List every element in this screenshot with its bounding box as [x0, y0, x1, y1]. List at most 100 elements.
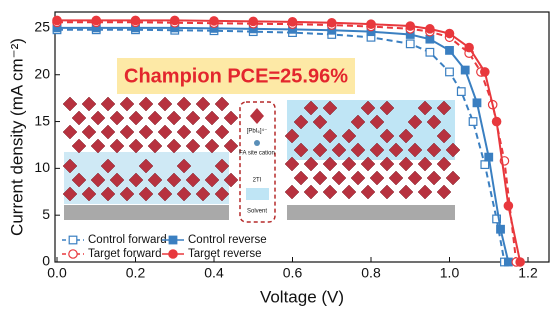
- legend-label: Control reverse: [188, 234, 267, 246]
- octahedron: [389, 171, 403, 185]
- x-tick-label: 0.0: [47, 265, 67, 281]
- marker: [328, 19, 336, 27]
- octahedron: [120, 97, 134, 111]
- marker: [426, 48, 434, 56]
- octahedron: [313, 171, 327, 185]
- octahedron: [139, 97, 153, 111]
- octahedron: [139, 125, 153, 139]
- octahedron: [158, 97, 172, 111]
- octahedron: [408, 171, 422, 185]
- octahedron: [148, 139, 162, 153]
- octahedron: [63, 97, 77, 111]
- y-tick-label: 10: [34, 159, 50, 175]
- y-axis-label: Current density (mA cm⁻²): [7, 38, 26, 236]
- x-tick-label: 0.4: [204, 265, 224, 281]
- x-axis-label: Voltage (V): [260, 287, 344, 306]
- octahedron: [399, 185, 413, 199]
- inset-illustration: [PbI₆]⁴⁻ FA site cation 2TI Solvent: [63, 97, 460, 222]
- octahedron: [110, 139, 124, 153]
- y-tick-label: 15: [34, 112, 50, 128]
- marker: [426, 25, 434, 33]
- octahedron: [72, 111, 86, 125]
- marker: [461, 66, 469, 74]
- marker: [446, 68, 454, 76]
- octahedron: [205, 139, 219, 153]
- octahedron: [205, 111, 219, 125]
- marker: [504, 202, 512, 210]
- marker: [473, 99, 481, 107]
- octahedron: [304, 185, 318, 199]
- marker: [469, 118, 477, 126]
- octahedron: [167, 139, 181, 153]
- octahedron: [101, 97, 115, 111]
- legend-label: Control forward: [88, 234, 167, 246]
- octahedron: [196, 125, 210, 139]
- octahedron: [215, 125, 229, 139]
- octahedron: [224, 139, 238, 153]
- marker: [465, 43, 473, 51]
- substrate: [287, 205, 455, 220]
- octahedron: [101, 125, 115, 139]
- octahedron: [294, 171, 308, 185]
- octahedron: [332, 171, 346, 185]
- marker: [446, 47, 454, 55]
- octahedron: [148, 111, 162, 125]
- marker: [92, 16, 100, 24]
- marker: [481, 68, 489, 76]
- marker: [406, 40, 414, 48]
- octahedron: [224, 111, 238, 125]
- octahedron: [72, 139, 86, 153]
- octahedron: [91, 139, 105, 153]
- marker: [53, 16, 61, 24]
- marker: [485, 153, 493, 161]
- substrate: [64, 205, 229, 220]
- octahedron-icon: [250, 108, 264, 124]
- marker: [457, 88, 465, 96]
- octahedron: [177, 97, 191, 111]
- x-tick-label: 1.2: [518, 265, 538, 281]
- octahedron: [63, 125, 77, 139]
- marker: [426, 35, 434, 43]
- marker: [505, 258, 513, 266]
- octahedron: [323, 185, 337, 199]
- octahedron: [82, 125, 96, 139]
- octahedron: [437, 185, 451, 199]
- x-tick-label: 0.6: [283, 265, 303, 281]
- octahedron: [342, 185, 356, 199]
- y-tick-label: 0: [42, 253, 50, 269]
- x-tick-label: 0.2: [126, 265, 146, 281]
- inset-label: Solvent: [247, 209, 267, 215]
- x-tick-label: 0.8: [361, 265, 381, 281]
- marker: [406, 22, 414, 30]
- octahedron: [177, 125, 191, 139]
- marker: [288, 18, 296, 26]
- marker: [497, 225, 505, 233]
- marker: [516, 258, 524, 266]
- marker: [249, 17, 257, 25]
- inset-label: FA site cation: [239, 151, 275, 157]
- annotation: Champion PCE=25.96%: [124, 65, 348, 87]
- octahedron: [370, 171, 384, 185]
- octahedron: [380, 185, 394, 199]
- y-tick-label: 20: [34, 65, 50, 81]
- octahedron: [196, 97, 210, 111]
- marker: [481, 161, 489, 169]
- octahedron: [129, 111, 143, 125]
- marker: [492, 117, 500, 125]
- inset-label: 2TI: [253, 178, 262, 184]
- octahedron: [446, 171, 460, 185]
- octahedron: [110, 111, 124, 125]
- marker: [131, 16, 139, 24]
- chart: Champion PCE=25.96% [PbI₆]⁴⁻ FA site cat…: [0, 0, 553, 312]
- legend-marker: [169, 236, 177, 244]
- octahedron: [82, 97, 96, 111]
- octahedron: [186, 111, 200, 125]
- legend-label: Target forward: [88, 248, 162, 260]
- octahedron: [361, 185, 375, 199]
- y-tick-label: 5: [42, 206, 50, 222]
- page: Champion PCE=25.96% [PbI₆]⁴⁻ FA site cat…: [0, 0, 553, 312]
- octahedron: [215, 97, 229, 111]
- octahedron: [158, 125, 172, 139]
- legend-label: Target reverse: [188, 248, 262, 260]
- octahedron: [285, 185, 299, 199]
